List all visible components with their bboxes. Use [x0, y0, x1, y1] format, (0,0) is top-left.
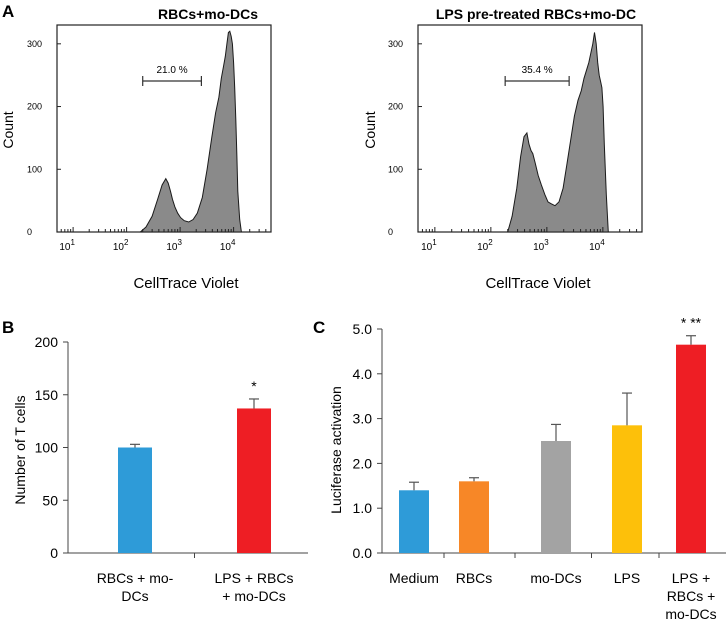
histogram-area	[138, 30, 242, 233]
category-label: Medium	[389, 570, 439, 586]
y-tick-label: 200	[388, 102, 403, 112]
significance-marker: * **	[681, 315, 702, 331]
x-tick-label: 103	[533, 238, 549, 253]
y-tick-label: 4.0	[353, 366, 373, 382]
y-tick-label: 3.0	[353, 411, 373, 427]
bar	[237, 408, 271, 553]
category-label: + mo-DCs	[222, 588, 285, 604]
y-tick-label: 300	[27, 39, 42, 49]
y-tick-label: 0.0	[353, 545, 373, 561]
x-tick-label: 103	[166, 238, 182, 253]
bar	[399, 490, 429, 553]
y-tick-label: 200	[27, 102, 42, 112]
histogram-2-title: LPS pre-treated RBCs+mo-DC	[436, 6, 636, 22]
y-tick-label: 100	[27, 164, 42, 174]
category-label: RBCs + mo-	[97, 570, 174, 586]
significance-marker: *	[251, 378, 257, 394]
x-tick-label: 102	[113, 238, 129, 253]
x-tick-exponent: 4	[600, 238, 605, 247]
category-label: RBCs	[456, 570, 493, 586]
histogram-2-xlabel: CellTrace Violet	[485, 275, 591, 292]
y-tick-label: 200	[35, 334, 59, 350]
category-label: RBCs +	[667, 588, 716, 604]
x-tick-exponent: 1	[432, 238, 437, 247]
y-tick-label: 300	[388, 39, 403, 49]
gate-label: 35.4 %	[522, 65, 553, 76]
histogram-1-title: RBCs+mo-DCs	[158, 6, 258, 22]
histogram-area	[507, 32, 609, 233]
x-tick-label: 101	[59, 238, 75, 253]
bar-chart-luciferase: Luciferase activation 0.0 1.0 2.0 3.0 4.0 5.0…	[328, 315, 726, 621]
bar-c-ylabel: Luciferase activation	[328, 386, 344, 514]
y-tick-label: 0	[27, 227, 32, 237]
category-label: mo-DCs	[665, 606, 716, 621]
category-label: DCs	[121, 588, 148, 604]
y-tick-label: 1.0	[353, 500, 373, 516]
histogram-1-xlabel: CellTrace Violet	[133, 275, 239, 292]
bar	[118, 447, 152, 553]
y-tick-label: 50	[42, 492, 58, 508]
panel-label-b: B	[2, 318, 14, 337]
x-tick-label: 104	[589, 238, 605, 253]
category-label: mo-DCs	[530, 570, 581, 586]
category-label: LPS	[614, 570, 640, 586]
gate-label: 21.0 %	[156, 65, 187, 76]
x-tick-exponent: 2	[488, 238, 493, 247]
y-tick-label: 100	[35, 440, 59, 456]
x-tick-exponent: 2	[124, 238, 129, 247]
x-tick-exponent: 1	[70, 238, 75, 247]
x-tick-label: 104	[220, 238, 236, 253]
x-tick-exponent: 4	[231, 238, 236, 247]
histogram-rbcs-mo-dcs: RBCs+mo-DCs Count CellTrace Violet 0 100 2…	[0, 6, 272, 292]
histogram-1-ylabel: Count	[0, 111, 16, 148]
y-tick-label: 2.0	[353, 455, 373, 471]
y-tick-label: 0	[50, 545, 58, 561]
histogram-2-ylabel: Count	[362, 111, 378, 148]
y-tick-label: 0	[388, 227, 393, 237]
y-tick-label: 150	[35, 387, 59, 403]
x-tick-label: 101	[421, 238, 437, 253]
histogram-lps-rbcs-mo-dc: LPS pre-treated RBCs+mo-DC Count CellTra…	[362, 6, 643, 292]
bar	[612, 425, 642, 553]
category-label: LPS + RBCs	[215, 570, 294, 586]
x-tick-exponent: 3	[177, 238, 182, 247]
bar	[676, 344, 706, 553]
panel-label-a: A	[2, 2, 14, 21]
bar-chart-t-cells: Number of T cells 0 50 100 150 200 RBCs + mo-…	[12, 334, 308, 604]
bar	[459, 481, 489, 553]
bar	[541, 441, 571, 553]
y-tick-label: 5.0	[353, 321, 373, 337]
y-tick-label: 100	[388, 164, 403, 174]
panel-label-c: C	[313, 318, 325, 337]
x-tick-label: 102	[477, 238, 493, 253]
x-tick-exponent: 3	[544, 238, 549, 247]
bar-b-ylabel: Number of T cells	[12, 395, 28, 504]
category-label: LPS +	[672, 570, 711, 586]
